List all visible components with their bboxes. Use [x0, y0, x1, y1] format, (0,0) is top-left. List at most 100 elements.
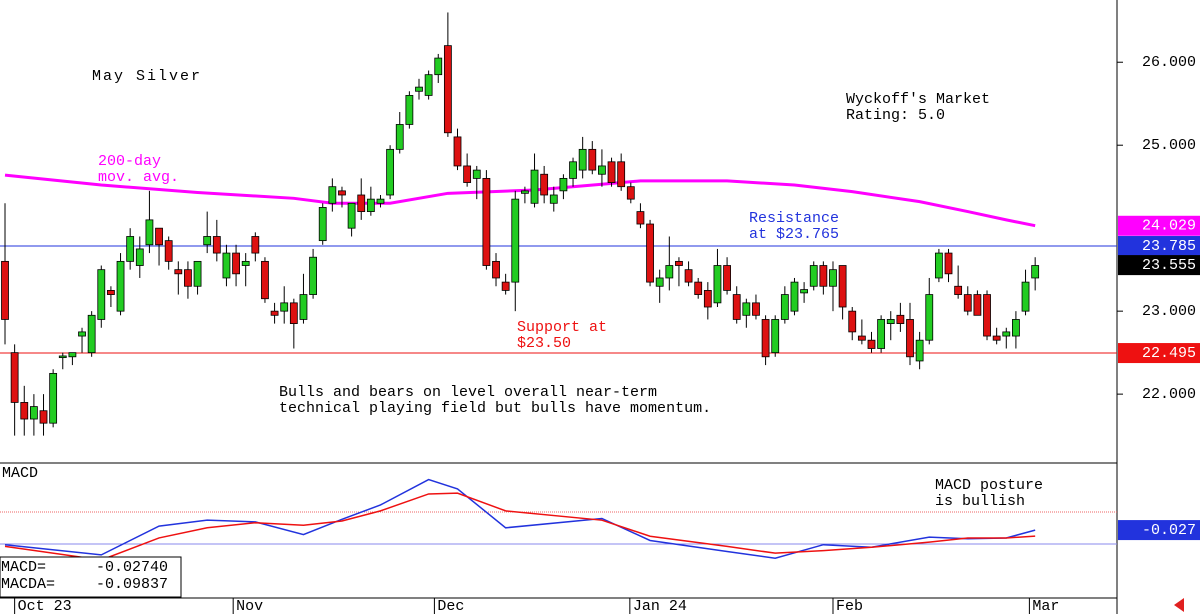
candle-body: [222, 252, 231, 279]
candle-body: [617, 161, 626, 188]
candle-body: [732, 294, 741, 320]
candle-body: [1031, 265, 1040, 279]
candle-body: [357, 194, 366, 212]
annotation: Rating: 5.0: [846, 107, 945, 124]
candle-body: [723, 265, 731, 291]
candle-body: [347, 202, 356, 229]
candle-body: [906, 319, 914, 358]
candle-body: [145, 219, 154, 246]
candle-body: [877, 319, 886, 349]
candle-body: [540, 173, 549, 196]
x-tick-label: Feb: [836, 598, 863, 614]
candle-body: [646, 223, 654, 283]
candle-body: [443, 45, 452, 134]
candle-body: [453, 136, 462, 167]
candle-body: [10, 352, 19, 403]
scroll-arrow[interactable]: [1174, 598, 1184, 612]
candle-body: [752, 302, 760, 316]
candle-body: [135, 248, 144, 266]
candle-body: [395, 124, 404, 150]
candle-body: [925, 294, 934, 341]
candle-body: [251, 236, 260, 254]
candle-body: [761, 319, 770, 358]
candle-body: [463, 165, 472, 183]
price-badge-label: 24.029: [1142, 218, 1196, 235]
candle-body: [675, 260, 683, 266]
candle-body: [588, 148, 597, 171]
candle-body: [482, 177, 491, 266]
macd-badge: [1118, 520, 1200, 541]
y-tick-label: 25.000: [1142, 137, 1196, 154]
candle-body: [867, 339, 876, 349]
annotation: $23.50: [517, 335, 571, 352]
candle-body: [694, 281, 703, 295]
candle-body: [280, 302, 289, 312]
candle-body: [87, 314, 96, 354]
candle-body: [636, 211, 645, 225]
candle-body: [559, 177, 568, 192]
readout-label: MACD=: [1, 559, 46, 576]
candle-body: [992, 335, 1001, 341]
candle-body: [20, 402, 29, 420]
candle-body: [1021, 281, 1030, 312]
y-tick-label: 23.000: [1142, 303, 1196, 320]
x-tick-label: Nov: [236, 598, 263, 614]
candle-body: [809, 265, 818, 287]
candle-body: [184, 269, 192, 287]
candle-body: [434, 57, 443, 76]
price-badge: [1118, 215, 1200, 236]
annotation: at $23.765: [749, 226, 839, 243]
candle-body: [39, 410, 48, 424]
candle-body: [886, 319, 895, 325]
candle-body: [68, 352, 77, 358]
candle-body: [983, 294, 991, 337]
candle-body: [174, 269, 183, 275]
y-tick-label: 26.000: [1142, 54, 1196, 71]
candle-body: [270, 310, 279, 316]
candle-body: [338, 190, 346, 196]
candle-body: [742, 302, 751, 316]
candle-body: [492, 260, 500, 279]
candle-body: [1012, 319, 1020, 337]
annotation: Support at: [517, 319, 607, 336]
macd-line: [4, 478, 1036, 560]
candle-body: [318, 207, 327, 242]
candle-body: [915, 339, 924, 362]
candle-body: [261, 260, 269, 300]
annotation: mov. avg.: [98, 169, 179, 186]
candle-body: [116, 260, 125, 312]
annotation: Bulls and bears on level overall near-te…: [279, 384, 657, 401]
candle-body: [963, 294, 972, 312]
price-badge-label: 23.555: [1142, 257, 1196, 274]
candle-body: [299, 294, 308, 320]
candle-body: [29, 406, 38, 420]
readout-box: [0, 556, 182, 598]
candle-body: [665, 265, 674, 279]
candle-body: [1, 260, 9, 320]
candle-body: [530, 169, 539, 204]
x-tick-label: Oct 23: [18, 598, 72, 614]
candle-body: [78, 331, 86, 337]
candle-body: [405, 95, 414, 125]
candle-body: [954, 285, 963, 295]
readout-value: -0.09837: [96, 576, 168, 593]
candle-body: [703, 290, 712, 308]
candle-body: [376, 198, 385, 204]
candle-body: [49, 372, 58, 424]
candle-body: [212, 236, 221, 254]
candle-body: [819, 265, 828, 287]
candle-body: [415, 86, 423, 92]
chart-title: May Silver: [92, 68, 202, 85]
candle-body: [944, 252, 953, 275]
candle-body: [655, 277, 664, 287]
candle-body: [289, 302, 298, 325]
candle-body: [626, 186, 635, 200]
candle-body: [58, 355, 67, 359]
candle-body: [501, 281, 510, 291]
annotation: MACD posture: [935, 477, 1043, 494]
candle-body: [203, 236, 212, 246]
candle-body: [829, 269, 837, 287]
